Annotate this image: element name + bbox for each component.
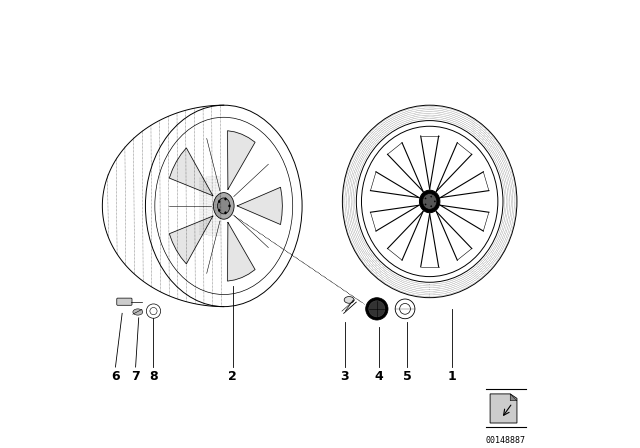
Text: 00148887: 00148887 — [486, 436, 526, 445]
Ellipse shape — [213, 193, 234, 219]
Text: 8: 8 — [149, 370, 158, 383]
Polygon shape — [227, 222, 255, 281]
Circle shape — [431, 206, 432, 207]
Text: 1: 1 — [447, 370, 456, 383]
Ellipse shape — [225, 211, 227, 214]
Ellipse shape — [422, 194, 437, 209]
Circle shape — [365, 297, 388, 320]
Circle shape — [431, 196, 432, 197]
Polygon shape — [227, 131, 255, 190]
Circle shape — [369, 301, 385, 317]
Polygon shape — [237, 187, 282, 224]
Ellipse shape — [419, 190, 440, 213]
Text: 2: 2 — [228, 370, 237, 383]
Ellipse shape — [133, 309, 143, 315]
Circle shape — [434, 201, 435, 202]
Ellipse shape — [344, 297, 354, 303]
FancyBboxPatch shape — [116, 298, 132, 305]
Text: 7: 7 — [131, 370, 140, 383]
Polygon shape — [490, 394, 517, 423]
Text: 5: 5 — [403, 370, 412, 383]
Text: 3: 3 — [340, 370, 349, 383]
Polygon shape — [170, 216, 213, 264]
Ellipse shape — [218, 198, 230, 214]
Circle shape — [425, 198, 426, 199]
Polygon shape — [170, 148, 213, 196]
Ellipse shape — [225, 198, 227, 200]
Polygon shape — [510, 394, 517, 401]
Ellipse shape — [228, 205, 230, 207]
Ellipse shape — [218, 200, 220, 203]
Text: 6: 6 — [111, 370, 120, 383]
Ellipse shape — [218, 209, 220, 211]
Circle shape — [425, 204, 426, 205]
Text: 4: 4 — [374, 370, 383, 383]
